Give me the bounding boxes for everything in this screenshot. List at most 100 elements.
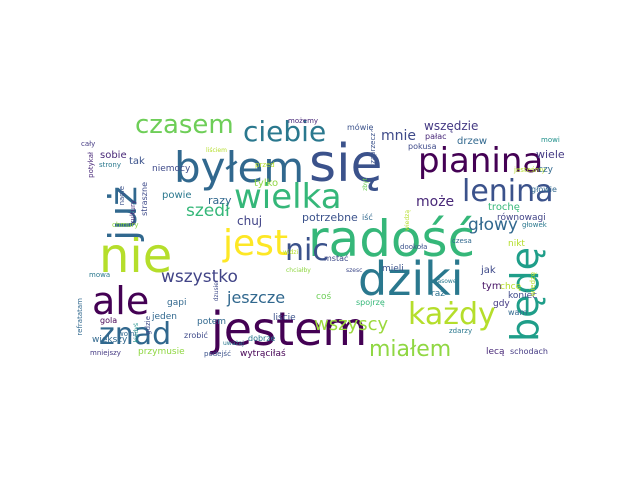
word-wiedze: wiedzę xyxy=(529,272,537,297)
word-jestesmy: jesteśmy xyxy=(514,166,546,174)
word-wam: wam xyxy=(508,308,528,317)
word-mstac: mstać xyxy=(324,254,349,263)
word-mieli: mieli xyxy=(382,264,404,274)
word-chce: chcę xyxy=(500,282,522,292)
word-chuj: chuj xyxy=(237,214,263,228)
word-moze: może xyxy=(416,194,455,210)
word-pianina: pianina xyxy=(418,141,544,181)
word-troche: trochę xyxy=(488,202,520,213)
word-czesa: czesa xyxy=(452,237,472,245)
word-potem: potem xyxy=(197,317,227,327)
word-schodach: schodach xyxy=(510,347,548,356)
word-nie: nie xyxy=(99,228,173,284)
word-sie: się xyxy=(309,134,383,194)
word-rownowagi: równowagi xyxy=(497,213,546,223)
word-glowy: głowy xyxy=(468,215,518,235)
word-jeden: jeden xyxy=(152,312,177,322)
word-isc: iść xyxy=(362,213,373,222)
word-wszyscy: wszyscy xyxy=(314,314,389,335)
word-straszne: straszne xyxy=(140,182,149,216)
word-tylko: tylko xyxy=(254,178,279,189)
word-wolni: wolni xyxy=(118,330,137,338)
word-dobrze: dobrze xyxy=(248,334,276,343)
word-wiedza: wiedzą xyxy=(404,210,411,231)
word-jak: jak xyxy=(481,265,496,276)
word-lisciem: liściem xyxy=(206,147,227,154)
word-ciebie: ciebie xyxy=(243,115,327,148)
word-razy: razy xyxy=(208,194,232,207)
word-mozemy: możemy xyxy=(288,117,319,125)
word-jest: jest xyxy=(223,223,289,264)
word-mowie: mówię xyxy=(347,123,374,132)
word-zaprzecz: zaprzecz xyxy=(369,133,377,164)
word-koniec: koniec xyxy=(508,291,538,301)
word-lenina: lenina xyxy=(462,174,554,209)
word-potykal: potykał xyxy=(87,152,95,178)
word-kazdy: każdy xyxy=(408,297,496,332)
word-widzi: widzi xyxy=(283,249,299,256)
word-sobie: sobie xyxy=(100,150,127,161)
word-wielka: wielka xyxy=(234,177,342,217)
word-chmury: chmury xyxy=(112,221,139,229)
word-mowi: mowi xyxy=(541,136,560,144)
word-dzusie: dzusie xyxy=(213,282,220,302)
word-czy: czy xyxy=(538,165,553,175)
word-drzew: drzew xyxy=(457,136,488,147)
word-zbyt: zbyt xyxy=(362,178,369,191)
word-czasem: czasem xyxy=(135,110,234,140)
word-nikt: nikt xyxy=(508,239,525,249)
word-zdarzy: zdarzy xyxy=(449,327,473,335)
word-mialem: miałem xyxy=(369,337,452,362)
word-mniejszy: mniejszy xyxy=(90,349,121,357)
word-nic: nic xyxy=(285,233,329,268)
word-podejsc: podejść xyxy=(204,350,231,358)
word-uwazaj: uważaj xyxy=(223,340,244,347)
word-wytracilas: wytrąciłaś xyxy=(240,349,286,359)
word-chcialby: chciałby xyxy=(286,267,311,274)
word-gdy: gdy xyxy=(493,299,510,309)
word-mnie: mnie xyxy=(381,128,417,144)
word-glowie: głowie xyxy=(531,185,557,194)
word-strony: strony xyxy=(99,161,121,169)
word-palac: pałac xyxy=(425,132,447,141)
word-wszedzie: wszędzie xyxy=(424,119,479,133)
word-jeszcze: jeszcze xyxy=(227,288,286,307)
word-radosc: radość xyxy=(308,210,476,268)
word-gapi: gapi xyxy=(167,298,187,308)
word-tak: tak xyxy=(129,156,145,167)
word-jestem: jestem xyxy=(211,302,368,356)
word-niemocy: niemocy xyxy=(152,164,191,174)
word-liscie: liście xyxy=(273,313,296,323)
word-raz: raz xyxy=(431,289,445,299)
word-cos: coś xyxy=(316,292,332,302)
word-przymusie: przymusie xyxy=(138,347,185,357)
word-dookola: dookoła xyxy=(400,243,428,251)
word-wszystko: wszystko xyxy=(161,267,238,287)
word-znad: znad xyxy=(99,317,172,352)
word-kiedys: kiedyś xyxy=(133,323,140,343)
word-leca: lecą xyxy=(486,347,505,357)
word-caly: cały xyxy=(81,140,96,148)
word-refratatam: refratatam xyxy=(76,298,84,336)
word-dziki: dziki xyxy=(358,252,464,306)
word-potrzebne: potrzebne xyxy=(302,211,358,224)
word-zrobic: zrobić xyxy=(184,331,208,340)
word-mowa: mowa xyxy=(89,271,111,279)
word-czasowe: czasowe xyxy=(431,278,457,285)
word-spojrze: spojrzę xyxy=(356,298,385,307)
word-wiekszy: większy xyxy=(92,335,128,345)
word-przed: przed xyxy=(255,161,275,169)
word-wiele: wiele xyxy=(536,148,565,161)
word-powie: powie xyxy=(162,190,192,201)
word-szesc: szesc xyxy=(346,267,363,274)
word-pokusa: pokusa xyxy=(408,142,437,151)
word-szedl: szedł xyxy=(186,201,230,221)
word-glowek: głowek xyxy=(522,221,547,229)
word-ale: ale xyxy=(92,279,150,323)
word-gola: gola xyxy=(100,316,118,325)
word-tym: tym xyxy=(482,281,502,292)
word-bylem: byłem xyxy=(174,143,305,192)
word-gdzie: gdzie xyxy=(144,316,152,335)
word-nagle: nagle xyxy=(118,186,126,206)
